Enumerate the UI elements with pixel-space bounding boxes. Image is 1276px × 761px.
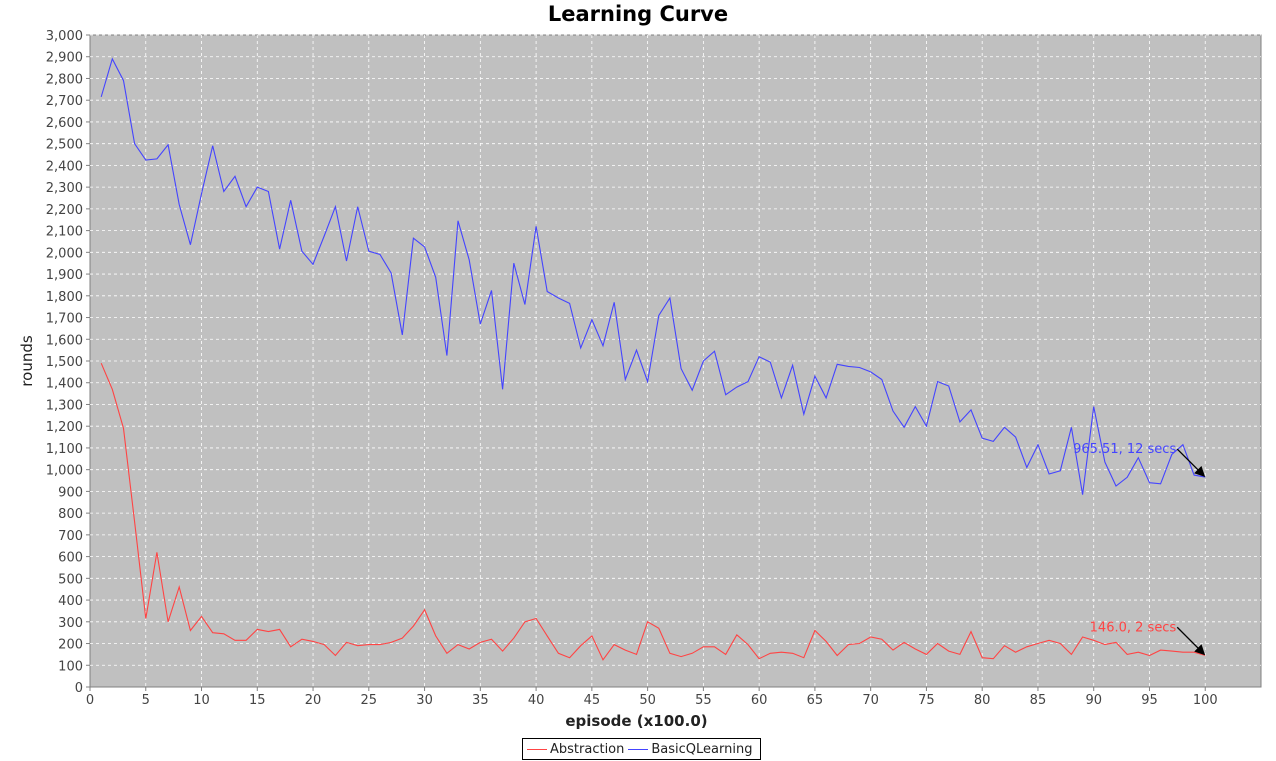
series-lines: [100, 57, 1206, 661]
x-tick-label: 60: [751, 693, 768, 708]
plot-area: [89, 34, 1262, 688]
y-tick-label: 1,700: [46, 312, 83, 327]
y-tick-label: 2,300: [46, 181, 83, 196]
annotation-arrow: [1176, 448, 1206, 477]
y-tick-label: 2,800: [46, 72, 83, 87]
y-tick-label: 1,500: [46, 355, 83, 370]
legend: Abstraction BasicQLearning: [522, 738, 762, 760]
x-tick-label: 40: [528, 693, 545, 708]
grid: [90, 34, 1261, 687]
annotation-label: 146.0, 2 secs: [1090, 620, 1177, 635]
axes: 01002003004005006007008009001,0001,1001,…: [46, 29, 1218, 708]
x-tick-label: 30: [416, 693, 433, 708]
y-tick-label: 600: [58, 551, 83, 566]
y-tick-label: 1,800: [46, 290, 83, 305]
x-tick-label: 90: [1085, 693, 1102, 708]
y-tick-label: 1,100: [46, 442, 83, 457]
annotation-label: 965.51, 12 secs: [1073, 442, 1176, 457]
x-tick-label: 85: [1030, 693, 1047, 708]
x-tick-label: 10: [193, 693, 210, 708]
x-tick-label: 25: [361, 693, 378, 708]
y-tick-label: 2,500: [46, 138, 83, 153]
y-tick-label: 2,400: [46, 159, 83, 174]
y-tick-label: 2,600: [46, 116, 83, 131]
legend-swatch-abstraction: [527, 748, 547, 750]
y-tick-label: 1,900: [46, 268, 83, 283]
y-tick-label: 2,700: [46, 94, 83, 109]
series-line-basicqlearning: [100, 57, 1206, 495]
y-tick-label: 300: [58, 616, 83, 631]
y-tick-label: 2,100: [46, 225, 83, 240]
y-tick-label: 1,600: [46, 333, 83, 348]
y-tick-label: 700: [58, 529, 83, 544]
y-tick-label: 800: [58, 507, 83, 522]
x-tick-label: 70: [862, 693, 879, 708]
annotations: 965.51, 12 secs 146.0, 2 secs: [1073, 442, 1206, 656]
x-tick-label: 100: [1193, 693, 1218, 708]
x-tick-label: 0: [86, 693, 94, 708]
y-tick-label: 1,000: [46, 464, 83, 479]
x-tick-label: 50: [639, 693, 656, 708]
x-tick-label: 75: [918, 693, 935, 708]
chart-title: Learning Curve: [547, 2, 729, 26]
y-axis-label: rounds: [18, 335, 36, 387]
x-tick-label: 55: [695, 693, 712, 708]
x-tick-label: 80: [974, 693, 991, 708]
series-line-abstraction: [100, 362, 1206, 661]
legend-item-basicqlearning: BasicQLearning: [628, 742, 752, 757]
y-tick-label: 3,000: [46, 29, 83, 44]
x-tick-label: 20: [305, 693, 322, 708]
y-tick-label: 1,200: [46, 420, 83, 435]
legend-swatch-basicqlearning: [628, 748, 649, 750]
y-tick-label: 900: [58, 485, 83, 500]
chart-svg: 01002003004005006007008009001,0001,1001,…: [18, 29, 1262, 730]
y-tick-label: 1,400: [46, 377, 83, 392]
legend-label-basicqlearning: BasicQLearning: [651, 741, 753, 757]
y-tick-label: 0: [75, 681, 83, 696]
x-tick-label: 35: [472, 693, 489, 708]
y-tick-label: 2,900: [46, 51, 83, 66]
x-tick-label: 95: [1141, 693, 1158, 708]
x-tick-label: 15: [249, 693, 266, 708]
legend-item-abstraction: Abstraction: [527, 742, 624, 757]
x-tick-label: 45: [584, 693, 601, 708]
legend-label-abstraction: Abstraction: [550, 741, 625, 757]
annotation-arrow: [1176, 626, 1206, 656]
x-tick-label: 5: [142, 693, 150, 708]
y-tick-label: 500: [58, 572, 83, 587]
y-tick-label: 2,200: [46, 203, 83, 218]
y-tick-label: 400: [58, 594, 83, 609]
x-tick-label: 65: [807, 693, 824, 708]
y-tick-label: 100: [58, 659, 83, 674]
x-axis-label: episode (x100.0): [565, 712, 707, 730]
y-tick-label: 2,000: [46, 246, 83, 261]
y-tick-label: 1,300: [46, 398, 83, 413]
y-tick-label: 200: [58, 638, 83, 653]
